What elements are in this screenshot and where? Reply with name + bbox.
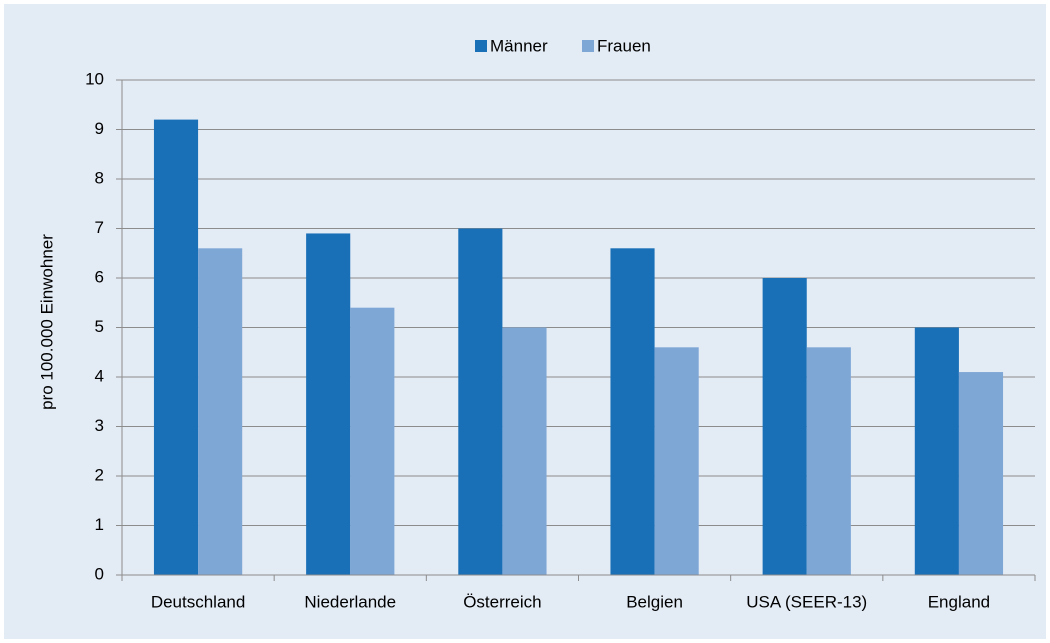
legend-label: Männer xyxy=(490,36,548,55)
x-tick-label: Niederlande xyxy=(304,592,396,611)
bar xyxy=(502,327,547,575)
legend-label: Frauen xyxy=(597,36,651,55)
y-tick-label: 8 xyxy=(95,168,104,187)
legend-swatch xyxy=(475,40,487,52)
bar xyxy=(806,347,851,575)
y-tick-label: 3 xyxy=(95,416,104,435)
bar xyxy=(153,119,199,575)
y-tick-label: 2 xyxy=(95,465,104,484)
bar xyxy=(350,307,395,575)
y-tick-label: 5 xyxy=(95,317,104,336)
y-tick-label: 10 xyxy=(85,69,104,88)
y-tick-label: 7 xyxy=(95,218,104,237)
bar xyxy=(654,347,699,575)
x-tick-label: Österreich xyxy=(463,592,541,611)
y-tick-label: 6 xyxy=(95,267,104,286)
bar xyxy=(914,327,959,575)
bar xyxy=(458,228,503,575)
y-tick-label: 0 xyxy=(95,564,104,583)
bar xyxy=(610,248,655,576)
y-tick-label: 4 xyxy=(95,366,104,385)
x-tick-label: USA (SEER-13) xyxy=(746,592,867,611)
y-tick-label: 1 xyxy=(95,515,104,534)
x-tick-label: England xyxy=(928,592,990,611)
x-tick-label: Belgien xyxy=(626,592,683,611)
bar xyxy=(306,233,351,575)
bar xyxy=(198,248,243,576)
x-tick-label: Deutschland xyxy=(151,592,246,611)
y-axis-label: pro 100.000 Einwohner xyxy=(37,234,56,410)
bar xyxy=(762,278,807,575)
bar xyxy=(958,372,1004,575)
legend-swatch xyxy=(582,40,594,52)
y-tick-label: 9 xyxy=(95,119,104,138)
